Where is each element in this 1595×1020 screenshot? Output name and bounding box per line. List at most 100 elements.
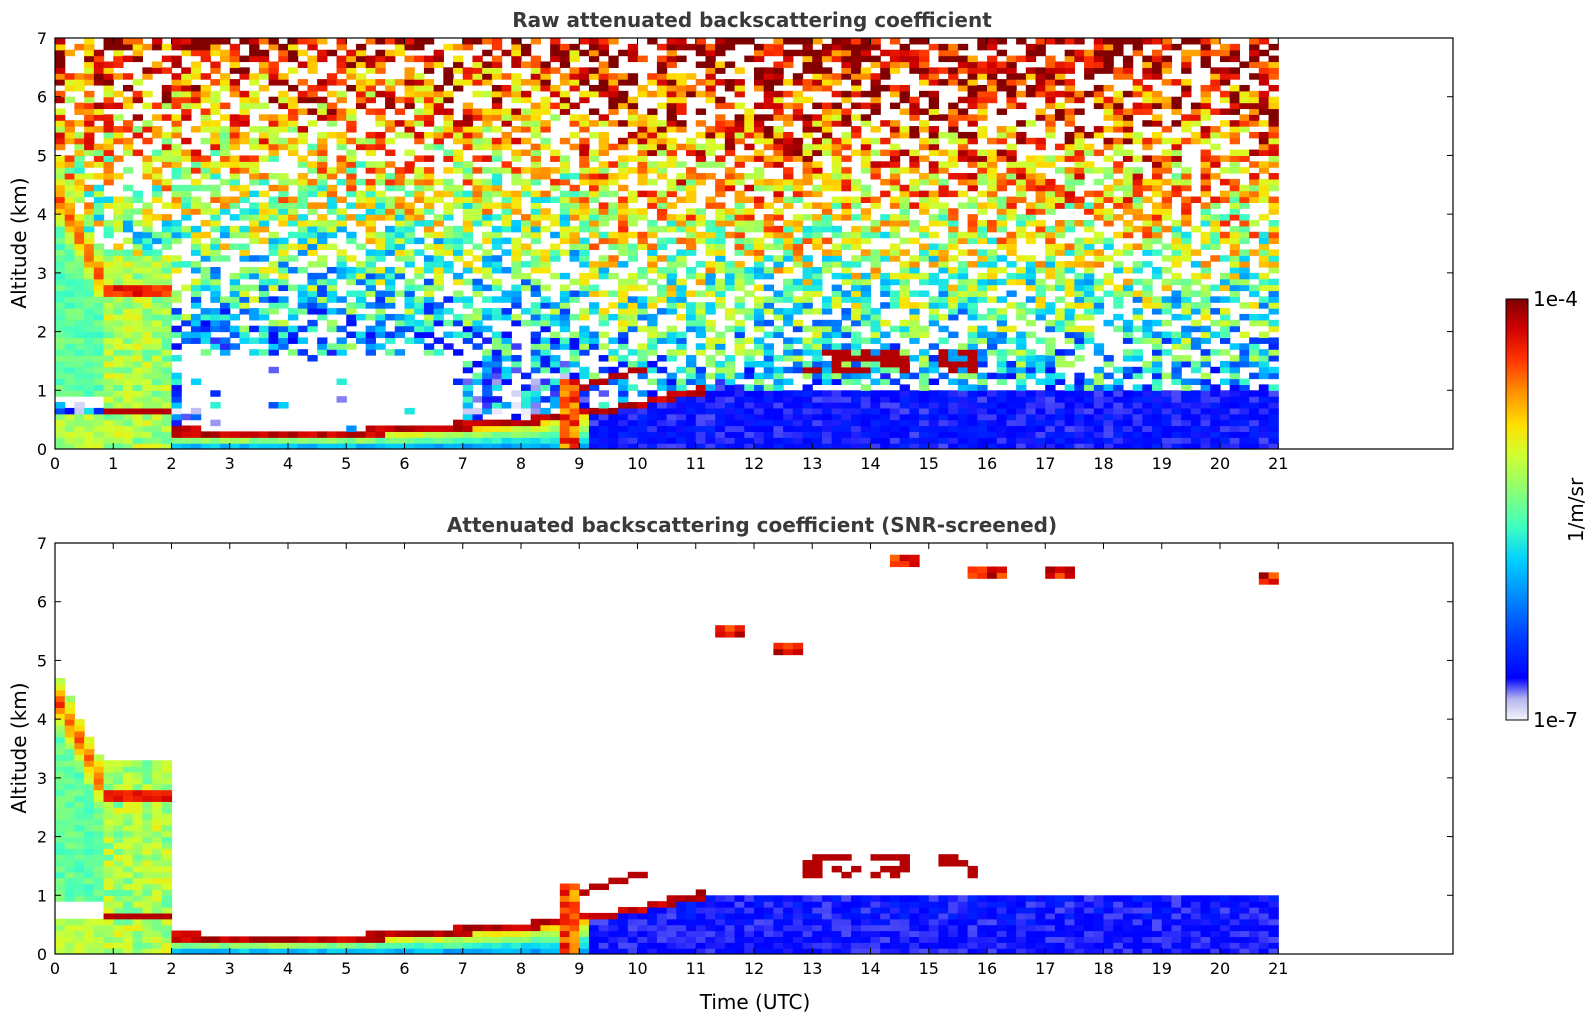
- heatmap-cell: [74, 249, 85, 256]
- heatmap-cell: [1035, 184, 1046, 192]
- heatmap-cell: [598, 43, 609, 51]
- heatmap-cell: [365, 131, 376, 139]
- heatmap-cell: [453, 155, 464, 162]
- heatmap-cell: [132, 313, 143, 321]
- heatmap-cell: [627, 413, 639, 421]
- heatmap-cell: [74, 184, 85, 192]
- heatmap-cell: [288, 84, 299, 92]
- heatmap-cell: [919, 73, 930, 80]
- heatmap-cell: [220, 343, 231, 350]
- heatmap-cell: [938, 431, 949, 438]
- heatmap-cell: [1016, 349, 1027, 356]
- heatmap-cell: [113, 214, 124, 221]
- heatmap-cell: [715, 184, 726, 192]
- heatmap-cell: [860, 407, 872, 415]
- heatmap-cell: [550, 343, 561, 350]
- heatmap-cell: [491, 343, 503, 350]
- heatmap-cell: [229, 331, 241, 339]
- heatmap-cell: [1074, 396, 1085, 403]
- heatmap-cell: [928, 261, 940, 268]
- heatmap-cell: [501, 49, 512, 57]
- heatmap-cell: [511, 196, 522, 203]
- heatmap-cell: [84, 325, 95, 333]
- heatmap-cell: [1025, 120, 1037, 127]
- heatmap-cell: [851, 396, 862, 403]
- heatmap-cell: [579, 155, 590, 162]
- heatmap-cell: [880, 419, 891, 427]
- heatmap-cell: [705, 319, 716, 327]
- heatmap-cell: [715, 79, 726, 86]
- heatmap-cell: [307, 167, 318, 174]
- heatmap-cell: [841, 413, 852, 421]
- heatmap-cell: [423, 255, 435, 262]
- heatmap-cell: [530, 114, 542, 121]
- heatmap-cell: [297, 337, 309, 344]
- heatmap-cell: [647, 73, 658, 80]
- heatmap-cell: [1016, 302, 1027, 309]
- heatmap-cell: [880, 396, 891, 403]
- heatmap-cell: [618, 102, 629, 110]
- heatmap-cell: [200, 278, 211, 286]
- heatmap-cell: [860, 114, 872, 121]
- heatmap-cell: [74, 120, 85, 127]
- heatmap-cell: [93, 407, 105, 415]
- heatmap-cell: [317, 167, 328, 174]
- heatmap-cell: [423, 225, 435, 233]
- heatmap-cell: [1064, 155, 1075, 162]
- heatmap-cell: [132, 407, 143, 415]
- heatmap-cell: [792, 149, 804, 157]
- heatmap-cell: [967, 284, 978, 292]
- heatmap-cell: [987, 149, 998, 157]
- heatmap-cell: [462, 407, 474, 415]
- heatmap-cell: [598, 61, 609, 68]
- heatmap-cell: [55, 208, 66, 215]
- heatmap-cell: [773, 131, 784, 139]
- heatmap-cell: [491, 355, 503, 362]
- heatmap-cell: [132, 131, 143, 139]
- heatmap-cell: [977, 355, 988, 362]
- heatmap-cell: [268, 337, 279, 344]
- heatmap-cell: [84, 237, 95, 245]
- heatmap-cell: [1054, 167, 1066, 174]
- heatmap-cell: [821, 184, 833, 192]
- heatmap-cell: [423, 202, 435, 209]
- heatmap-cell: [647, 407, 658, 415]
- heatmap-cell: [84, 337, 95, 344]
- heatmap-cell: [171, 261, 182, 268]
- heatmap-cell: [404, 225, 415, 233]
- heatmap-cell: [472, 126, 483, 133]
- heatmap-cell: [491, 372, 503, 380]
- heatmap-cell: [967, 355, 978, 362]
- heatmap-cell: [249, 43, 260, 51]
- heatmap-cell: [181, 38, 192, 45]
- heatmap-cell: [919, 331, 930, 339]
- heatmap-cell: [297, 178, 309, 186]
- heatmap-cell: [181, 331, 192, 339]
- heatmap-cell: [181, 49, 192, 57]
- heatmap-cell: [831, 214, 842, 221]
- heatmap-cell: [754, 43, 765, 51]
- heatmap-cell: [113, 49, 124, 57]
- heatmap-cell: [220, 231, 231, 239]
- heatmap-cell: [122, 319, 134, 327]
- heatmap-cell: [841, 43, 852, 51]
- heatmap-cell: [414, 131, 425, 139]
- heatmap-cell: [977, 178, 988, 186]
- heatmap-cell: [996, 396, 1008, 403]
- heatmap-cell: [472, 131, 483, 139]
- heatmap-cell: [1006, 196, 1017, 203]
- heatmap-cell: [1006, 272, 1017, 280]
- heatmap-cell: [821, 308, 833, 315]
- heatmap-cell: [239, 108, 250, 115]
- heatmap-cell: [977, 73, 988, 80]
- heatmap-cell: [948, 378, 959, 386]
- heatmap-cell: [948, 308, 959, 315]
- heatmap-cell: [948, 237, 959, 245]
- heatmap-cell: [705, 431, 716, 438]
- heatmap-cell: [724, 378, 736, 386]
- heatmap-cell: [1045, 284, 1056, 292]
- heatmap-cell: [550, 90, 561, 98]
- heatmap-cell: [258, 173, 270, 180]
- heatmap-cell: [569, 402, 580, 409]
- heatmap-cell: [792, 437, 804, 444]
